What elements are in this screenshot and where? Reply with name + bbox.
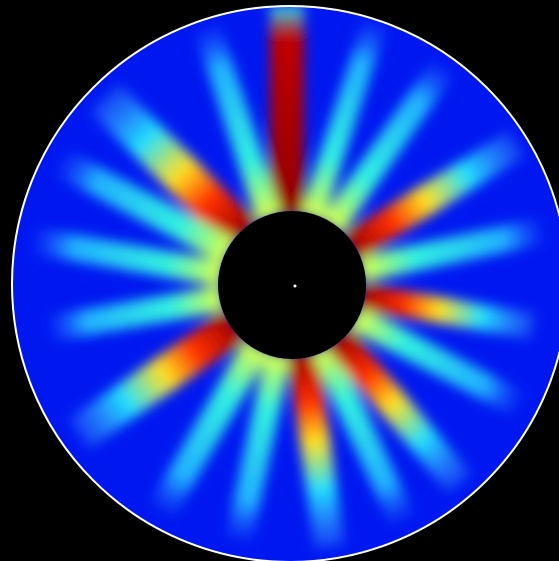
ray [270,6,304,215]
ray [300,19,387,222]
ray [326,328,472,494]
ray [348,305,524,416]
ray [358,283,536,340]
ray [287,352,345,550]
ray [226,350,292,543]
center-dot [293,284,297,288]
ray [68,310,245,449]
ray [320,59,454,235]
ray [195,24,282,223]
ray [149,338,270,518]
ray [357,218,544,283]
occulter [218,211,366,359]
ray [310,342,415,526]
ray [55,150,237,265]
ray [90,83,257,250]
ray [33,228,226,287]
disc-edge [11,5,559,561]
rays [33,6,544,550]
ray [48,285,226,342]
ray [342,131,525,260]
